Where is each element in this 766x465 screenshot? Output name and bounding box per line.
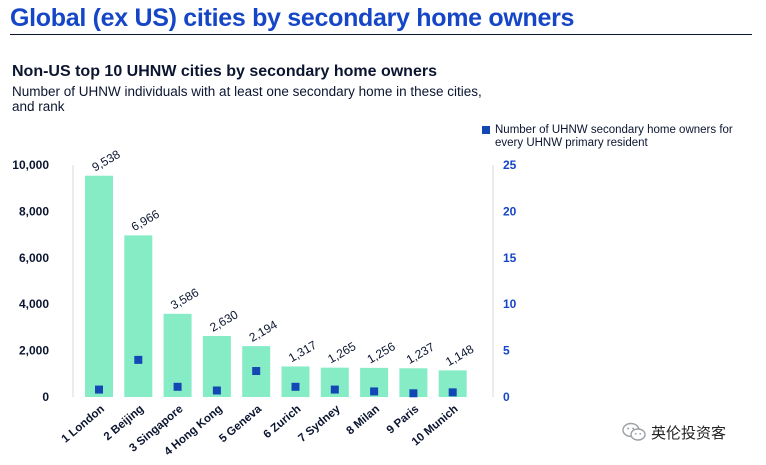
y-right-tick-label: 10 (503, 297, 517, 311)
y-left-tick-label: 2,000 (19, 344, 49, 358)
x-category-label: 9 Paris (385, 403, 422, 436)
page-title: Global (ex US) cities by secondary home … (10, 4, 575, 32)
y-left-tick-label: 6,000 (19, 251, 49, 265)
x-category-label: 7 Sydney (296, 403, 343, 445)
y-right-tick-label: 20 (503, 204, 517, 218)
chart-legend: Number of UHNW secondary home owners for… (482, 124, 742, 150)
y-right-tick-label: 15 (503, 251, 517, 265)
bar-value-label: 3,586 (168, 285, 201, 312)
legend-square-marker-icon (482, 126, 490, 134)
bar-value-label: 6,966 (129, 207, 162, 234)
ratio-marker (291, 382, 300, 391)
bar (281, 366, 310, 397)
watermark-text: 英伦投资客 (651, 423, 727, 442)
wechat-logo-icon (622, 422, 646, 441)
x-category-label: 8 Milan (344, 403, 382, 437)
bar-value-label: 2,630 (207, 307, 240, 334)
bar-value-label: 1,265 (325, 339, 358, 366)
ratio-marker (173, 382, 182, 391)
y-left-tick-label: 0 (42, 390, 49, 404)
bar-value-label: 1,256 (365, 339, 398, 366)
x-category-label: 5 Geneva (217, 403, 264, 445)
ratio-marker (95, 385, 103, 394)
y-right-tick-label: 25 (503, 158, 517, 172)
bar (85, 175, 113, 397)
legend-label: Number of UHNW secondary home owners for… (495, 124, 733, 149)
y-left-tick-label: 4,000 (19, 297, 49, 311)
bar-value-label: 1,148 (443, 342, 476, 369)
y-right-tick-label: 5 (503, 344, 510, 358)
ratio-marker (212, 386, 221, 395)
ratio-marker (330, 385, 339, 394)
bar-value-label: 1,237 (404, 340, 437, 367)
bar-value-label: 2,194 (247, 317, 280, 344)
wechat-watermark: 英伦投资客 (622, 420, 726, 444)
ratio-marker (448, 388, 457, 397)
chart-subtitle: Number of UHNW individuals with at least… (12, 84, 482, 114)
ratio-marker (409, 389, 418, 398)
title-divider (10, 34, 752, 35)
y-right-tick-label: 0 (503, 390, 510, 404)
ratio-marker (370, 387, 379, 396)
x-category-label: 1 London (60, 403, 107, 445)
y-left-tick-label: 10,000 (12, 158, 49, 172)
ratio-marker (134, 355, 143, 364)
bar-value-label: 1,317 (286, 338, 319, 365)
y-left-tick-label: 8,000 (19, 204, 49, 218)
bar (124, 235, 153, 397)
bar-value-label: 9,538 (90, 147, 123, 174)
ratio-marker (252, 367, 261, 376)
chart-title: Non-US top 10 UHNW cities by secondary h… (12, 63, 437, 80)
